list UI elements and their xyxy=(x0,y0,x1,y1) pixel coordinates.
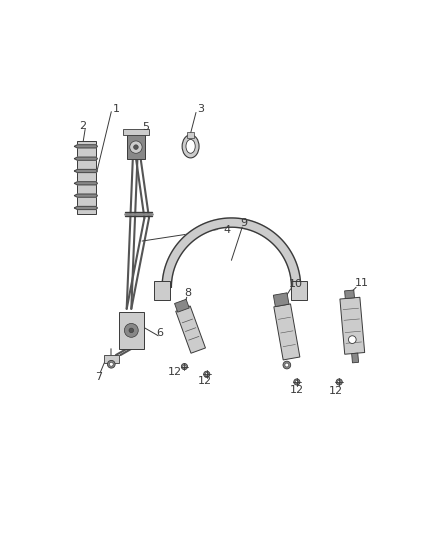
Polygon shape xyxy=(74,194,97,197)
Ellipse shape xyxy=(182,135,199,158)
Text: 4: 4 xyxy=(223,224,230,235)
Text: 12: 12 xyxy=(168,367,182,377)
FancyBboxPatch shape xyxy=(274,304,300,360)
FancyBboxPatch shape xyxy=(340,297,365,354)
Polygon shape xyxy=(74,182,97,185)
Polygon shape xyxy=(74,206,97,209)
Text: 9: 9 xyxy=(240,219,247,228)
Circle shape xyxy=(285,363,289,367)
Text: 10: 10 xyxy=(289,279,303,289)
Text: 11: 11 xyxy=(355,278,369,288)
Polygon shape xyxy=(74,145,97,148)
FancyBboxPatch shape xyxy=(345,290,354,298)
FancyBboxPatch shape xyxy=(103,355,119,363)
FancyBboxPatch shape xyxy=(176,306,205,353)
Circle shape xyxy=(204,371,210,377)
Text: 7: 7 xyxy=(95,372,102,382)
FancyBboxPatch shape xyxy=(291,281,307,301)
Circle shape xyxy=(129,328,134,333)
FancyBboxPatch shape xyxy=(127,135,145,159)
Polygon shape xyxy=(162,218,301,287)
Circle shape xyxy=(183,365,186,368)
Text: 6: 6 xyxy=(156,328,163,338)
Polygon shape xyxy=(74,169,97,173)
FancyBboxPatch shape xyxy=(352,353,359,363)
Circle shape xyxy=(338,381,341,384)
Polygon shape xyxy=(74,157,97,160)
Text: 3: 3 xyxy=(197,103,204,114)
Circle shape xyxy=(205,373,208,376)
Text: 8: 8 xyxy=(185,288,192,298)
Text: 1: 1 xyxy=(113,103,120,114)
FancyBboxPatch shape xyxy=(119,312,144,349)
Circle shape xyxy=(130,141,142,154)
Circle shape xyxy=(107,360,115,368)
FancyBboxPatch shape xyxy=(174,300,189,312)
Text: 12: 12 xyxy=(198,376,212,386)
Circle shape xyxy=(134,145,138,149)
FancyBboxPatch shape xyxy=(78,141,96,214)
Circle shape xyxy=(283,361,291,369)
Text: 2: 2 xyxy=(79,120,86,131)
Circle shape xyxy=(110,362,113,366)
FancyBboxPatch shape xyxy=(273,293,289,306)
Circle shape xyxy=(295,381,298,384)
Text: 12: 12 xyxy=(329,386,343,396)
Circle shape xyxy=(294,379,300,385)
Circle shape xyxy=(349,336,356,343)
Circle shape xyxy=(181,364,187,370)
Ellipse shape xyxy=(186,140,195,154)
FancyBboxPatch shape xyxy=(123,128,149,135)
Circle shape xyxy=(336,379,342,385)
Circle shape xyxy=(124,324,138,337)
FancyBboxPatch shape xyxy=(155,281,170,301)
Text: 12: 12 xyxy=(290,385,304,394)
FancyBboxPatch shape xyxy=(187,133,194,138)
Text: 5: 5 xyxy=(142,122,149,132)
